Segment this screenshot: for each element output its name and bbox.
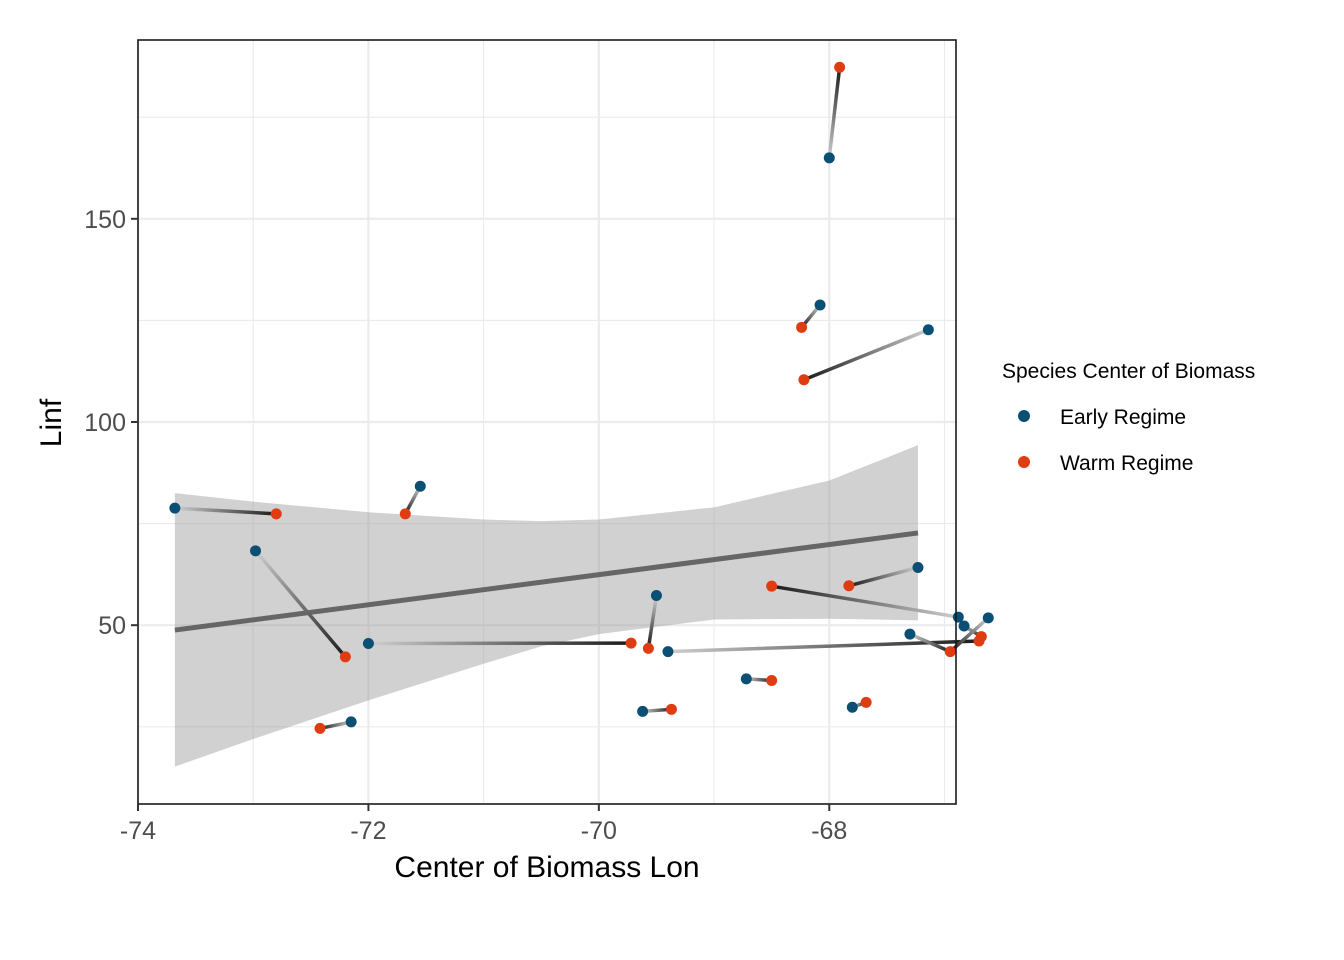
legend-label-early-regime: Early Regime <box>1060 406 1186 429</box>
early-regime-point <box>345 716 357 728</box>
x-tick-label: -74 <box>120 817 156 845</box>
warm-regime-point <box>399 508 411 520</box>
y-axis-title: Linf <box>35 398 68 447</box>
segment-line <box>173 506 279 516</box>
early-regime-point <box>823 152 835 164</box>
point-layer <box>169 61 994 734</box>
early-regime-point <box>250 545 262 557</box>
segment-line <box>847 565 920 588</box>
early-regime-point <box>740 673 752 685</box>
segment-line <box>908 632 952 654</box>
warm-regime-point <box>766 580 778 592</box>
legend: Species Center of Biomass Early Regime W… <box>1002 360 1255 475</box>
confidence-band <box>174 445 918 767</box>
grid-lines <box>136 40 956 804</box>
warm-regime-point <box>766 674 778 686</box>
x-tick-label: -68 <box>811 817 847 845</box>
y-tick-label: 100 <box>84 409 126 437</box>
warm-regime-point <box>642 642 654 654</box>
legend-label-warm-regime: Warm Regime <box>1060 452 1193 475</box>
early-regime-point <box>637 705 649 717</box>
early-regime-point <box>958 620 970 632</box>
early-regime-point <box>912 561 924 573</box>
early-regime-point <box>846 701 858 713</box>
warm-regime-point <box>860 696 872 708</box>
warm-regime-point <box>843 580 855 592</box>
trend-line <box>174 530 919 633</box>
segment-line <box>827 65 842 160</box>
x-axis-ticks: -74 -72 -70 -68 <box>120 804 847 845</box>
legend-key-warm-regime <box>1018 456 1030 468</box>
warm-regime-point <box>625 637 637 649</box>
y-tick-label: 150 <box>84 206 126 234</box>
early-regime-point <box>169 502 181 514</box>
x-axis-title: Center of Biomass Lon <box>394 851 699 884</box>
legend-title: Species Center of Biomass <box>1002 360 1255 383</box>
segment-line <box>802 328 931 382</box>
warm-regime-point <box>314 722 326 734</box>
x-tick-label: -72 <box>350 817 386 845</box>
confidence-band-layer <box>174 445 918 767</box>
early-regime-point <box>362 637 374 649</box>
y-tick-label: 50 <box>98 612 126 640</box>
segment-line <box>253 549 348 659</box>
legend-key-early-regime <box>1018 410 1030 422</box>
segment-line <box>646 593 659 651</box>
y-axis-ticks: 50 100 150 <box>84 206 138 640</box>
warm-regime-point <box>665 703 677 715</box>
early-regime-point <box>650 590 662 602</box>
early-regime-point <box>814 299 826 311</box>
early-regime-point <box>662 646 674 658</box>
early-regime-point <box>414 480 426 492</box>
early-regime-point <box>904 628 916 640</box>
warm-regime-point <box>798 374 810 386</box>
trend-line-layer <box>174 530 919 633</box>
warm-regime-point <box>834 61 846 73</box>
warm-regime-point <box>944 646 956 658</box>
warm-regime-point <box>796 321 808 333</box>
early-regime-point <box>922 324 934 336</box>
x-tick-label: -70 <box>581 817 617 845</box>
segment-line <box>769 584 961 619</box>
warm-regime-point <box>339 651 351 663</box>
warm-regime-point <box>270 508 282 520</box>
early-regime-point <box>982 612 994 624</box>
warm-regime-point <box>975 631 987 643</box>
